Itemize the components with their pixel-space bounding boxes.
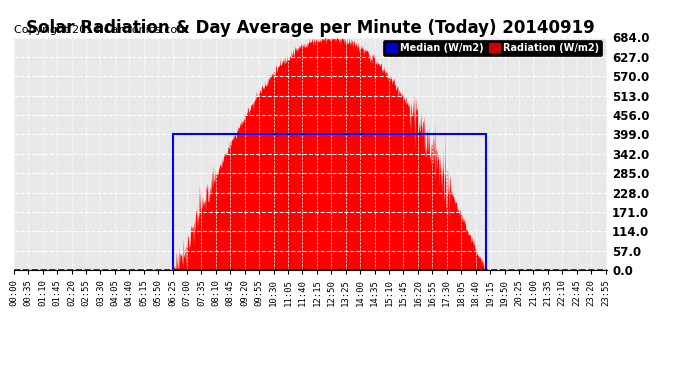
- Legend: Median (W/m2), Radiation (W/m2): Median (W/m2), Radiation (W/m2): [383, 40, 602, 56]
- Title: Solar Radiation & Day Average per Minute (Today) 20140919: Solar Radiation & Day Average per Minute…: [26, 20, 595, 38]
- Text: Copyright 2014 Cartronics.com: Copyright 2014 Cartronics.com: [14, 25, 188, 35]
- Bar: [173, 134, 486, 270]
